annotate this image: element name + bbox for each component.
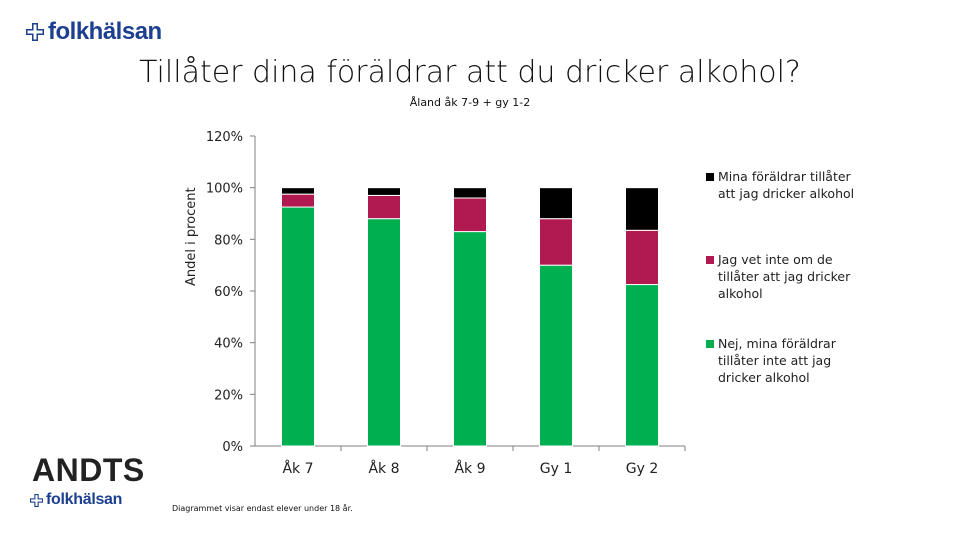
bar-segment-yes xyxy=(539,187,573,220)
y-tick-label: 60% xyxy=(214,285,243,300)
bar-segment-no xyxy=(625,284,659,447)
y-axis-label: Andel i procent xyxy=(184,187,199,286)
bar-segment-no xyxy=(281,206,315,447)
bar-segment-no xyxy=(453,231,487,447)
footnote: Diagrammet visar endast elever under 18 … xyxy=(172,504,353,513)
chart-bars xyxy=(281,187,659,447)
y-tick-label: 0% xyxy=(222,440,243,455)
logo-wordmark-bottom: folkhälsan xyxy=(46,491,123,508)
bar-segment-no xyxy=(367,218,401,447)
legend-label: Jag vet inte om de tillåter att jag dric… xyxy=(718,252,851,301)
bar-segment-unknown xyxy=(453,197,487,233)
bar-segment-unknown xyxy=(539,218,573,266)
y-tick-label: 120% xyxy=(206,130,243,145)
folkhalsan-logo-bottom: folkhälsan xyxy=(30,491,122,509)
folkhalsan-logo: folkhälsan xyxy=(26,18,162,45)
chart-subtitle: Åland åk 7-9 + gy 1-2 xyxy=(409,96,531,109)
legend-swatch xyxy=(706,340,714,348)
x-tick-label: Åk 9 xyxy=(454,460,485,477)
chart-tick-labels: 0% 20% 40% 60% 80% 100% 120% Åk 7 Åk 8 Åk 9 Gy 1 Gy… xyxy=(206,130,658,477)
y-tick-label: 80% xyxy=(214,233,243,248)
legend-swatch xyxy=(706,256,714,264)
bar-segment-no xyxy=(539,264,573,447)
bar-segment-unknown xyxy=(625,229,659,286)
legend-swatch xyxy=(706,173,714,181)
folkhalsan-cross-icon xyxy=(30,493,43,507)
bar-segment-yes xyxy=(281,187,315,195)
x-tick-label: Åk 7 xyxy=(282,460,313,477)
bar-segment-yes xyxy=(625,187,659,231)
bar-segment-yes xyxy=(367,187,401,196)
bar-segment-unknown xyxy=(281,193,315,208)
y-tick-label: 20% xyxy=(214,388,243,403)
legend-label: Mina föräldrar tillåter att jag dricker … xyxy=(718,169,855,201)
x-tick-label: Gy 2 xyxy=(626,461,659,477)
bar-segment-unknown xyxy=(367,194,401,220)
folkhalsan-cross-icon xyxy=(26,23,44,41)
x-tick-label: Gy 1 xyxy=(540,461,573,477)
bar-segment-yes xyxy=(453,187,487,199)
y-tick-label: 40% xyxy=(214,337,243,352)
logo-wordmark: folkhälsan xyxy=(48,18,162,45)
x-tick-label: Åk 8 xyxy=(368,460,399,477)
andts-logo: ANDTS xyxy=(32,452,145,488)
legend-label: Nej, mina föräldrar tillåter inte att ja… xyxy=(718,336,836,385)
chart-title: Tillåter dina föräldrar att du dricker a… xyxy=(139,55,801,90)
y-tick-label: 100% xyxy=(206,182,243,197)
